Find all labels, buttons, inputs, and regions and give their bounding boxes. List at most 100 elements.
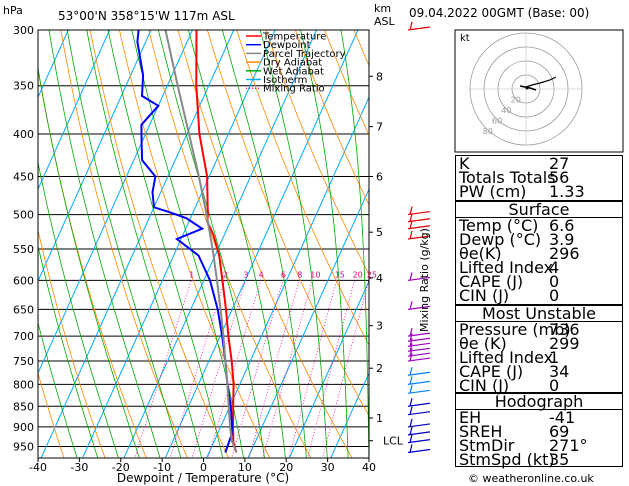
pressure-tick-label: 450	[13, 170, 34, 183]
wet-adiabat	[259, 30, 328, 458]
wind-barb	[407, 411, 431, 416]
wind-barb-flag	[409, 367, 413, 376]
wind-barb-flag	[409, 352, 413, 362]
dry-adiabat	[38, 67, 147, 458]
wind-barb-flag	[409, 434, 413, 443]
wind-barb	[407, 423, 431, 428]
isotherm-line	[38, 30, 69, 99]
isotherm-line	[81, 30, 276, 458]
dry-adiabat	[265, 30, 369, 276]
mixing-ratio-label: 15	[335, 270, 345, 279]
x-tick-label: 10	[238, 461, 252, 474]
isotherm-line	[330, 371, 369, 458]
wind-barb-flag	[409, 426, 413, 436]
hodograph-ring-label: 20	[511, 95, 521, 104]
wind-barb-flag	[409, 206, 413, 215]
wind-barb-flag	[409, 301, 413, 310]
dry-adiabat	[60, 30, 188, 458]
hodo-row: SREH 69	[459, 422, 570, 441]
pressure-tick-label: 950	[13, 440, 34, 453]
hodograph-storm-marker	[525, 86, 529, 90]
mixing-ratio-label: 25	[367, 270, 377, 279]
mixing-ratio-line	[191, 280, 246, 458]
wind-barb	[407, 371, 431, 376]
hodograph-ring-label: 60	[492, 116, 502, 125]
hodograph-frame	[454, 29, 624, 153]
surface-row: θe(K) 296	[459, 244, 580, 263]
legend-item: Isotherm	[263, 75, 307, 86]
wind-barb-flag	[409, 327, 413, 337]
pressure-tick-label: 750	[13, 355, 34, 368]
hodograph-trace-lower	[519, 85, 537, 91]
wind-barb-flag	[409, 406, 413, 415]
wind-barb	[407, 276, 431, 282]
dry-adiabat	[38, 228, 106, 458]
km-tick-label: 8	[376, 70, 383, 83]
pressure-tick-label: 350	[13, 80, 34, 93]
wind-barb-flag	[409, 418, 413, 428]
mixing-ratio-line	[248, 280, 300, 458]
hodo-row: StmDir 271°	[459, 436, 588, 455]
x-tick-label: 40	[362, 461, 376, 474]
wind-barb-flag	[409, 444, 413, 453]
wind-barb-flag	[409, 213, 413, 222]
mu-row: CAPE (J) 34	[459, 362, 570, 381]
wind-barb-flag	[409, 230, 413, 240]
legend-item: Parcel Trajectory	[263, 49, 346, 60]
hodograph-ring-label: 40	[501, 106, 511, 115]
dry-adiabat	[295, 30, 369, 206]
pressure-tick-label: 700	[13, 330, 34, 343]
wet-adiabat	[107, 30, 224, 458]
surface-row: CAPE (J) 0	[459, 272, 560, 291]
right-axis-title: Mixing Ratio (g/kg)	[418, 228, 431, 332]
x-tick-label: 20	[279, 461, 293, 474]
dry-adiabat	[148, 30, 312, 458]
x-tick-label: -20	[112, 461, 130, 474]
hodo-row: StmSpd (kt) 35	[459, 450, 570, 469]
legend-item: Mixing Ratio	[263, 84, 325, 95]
hodograph-ring-label: 80	[483, 127, 493, 136]
wet-adiabat	[300, 30, 349, 458]
most-unstable-title: Most Unstable	[482, 304, 596, 323]
mu-row: CIN (J) 0	[459, 376, 560, 395]
legend-item: Wet Adiabat	[263, 66, 324, 77]
mixing-ratio-label: 1	[189, 270, 194, 279]
dry-adiabat	[177, 30, 353, 458]
pressure-tick-label: 600	[13, 274, 34, 287]
dry-adiabat	[89, 30, 230, 458]
indices-box: K 27 Totals Totals 56 PW (cm) 1.33	[455, 155, 623, 201]
wind-barb	[407, 225, 431, 230]
unit-asl: ASL	[374, 15, 396, 28]
mixing-ratio-label: 4	[259, 270, 264, 279]
index-row: K 27	[459, 154, 570, 173]
pressure-tick-label: 650	[13, 303, 34, 316]
pressure-tick-label: 300	[13, 24, 34, 37]
wind-barb-flag	[409, 338, 413, 347]
wind-barb-flag	[409, 385, 413, 394]
wind-barb-flag	[409, 220, 413, 229]
unit-km: km	[374, 2, 391, 15]
surface-row: Temp (°C) 6.6	[459, 216, 575, 235]
pressure-tick-label: 500	[13, 209, 34, 222]
index-row: PW (cm) 1.33	[459, 182, 585, 201]
wind-barb-flag	[409, 376, 413, 385]
wet-adiabat	[48, 30, 161, 458]
dry-adiabat	[236, 30, 369, 346]
isotherm-line	[40, 30, 235, 458]
profile-lines	[136, 30, 238, 453]
wind-barb	[407, 431, 431, 436]
wet-adiabat	[131, 30, 244, 458]
mixing-ratio-label: 10	[310, 270, 320, 279]
wind-barb-flag	[409, 343, 413, 352]
surface-row: CIN (J) 0	[459, 286, 560, 305]
mixing-ratio-line	[231, 280, 284, 458]
km-tick-label: 6	[376, 170, 383, 183]
mixing-ratio-line	[169, 280, 226, 458]
background-lines	[38, 30, 369, 458]
unit-hpa: hPa	[3, 4, 23, 17]
wind-barb	[407, 380, 431, 385]
pressure-tick-label: 800	[13, 378, 34, 391]
series-temperature	[195, 30, 238, 453]
